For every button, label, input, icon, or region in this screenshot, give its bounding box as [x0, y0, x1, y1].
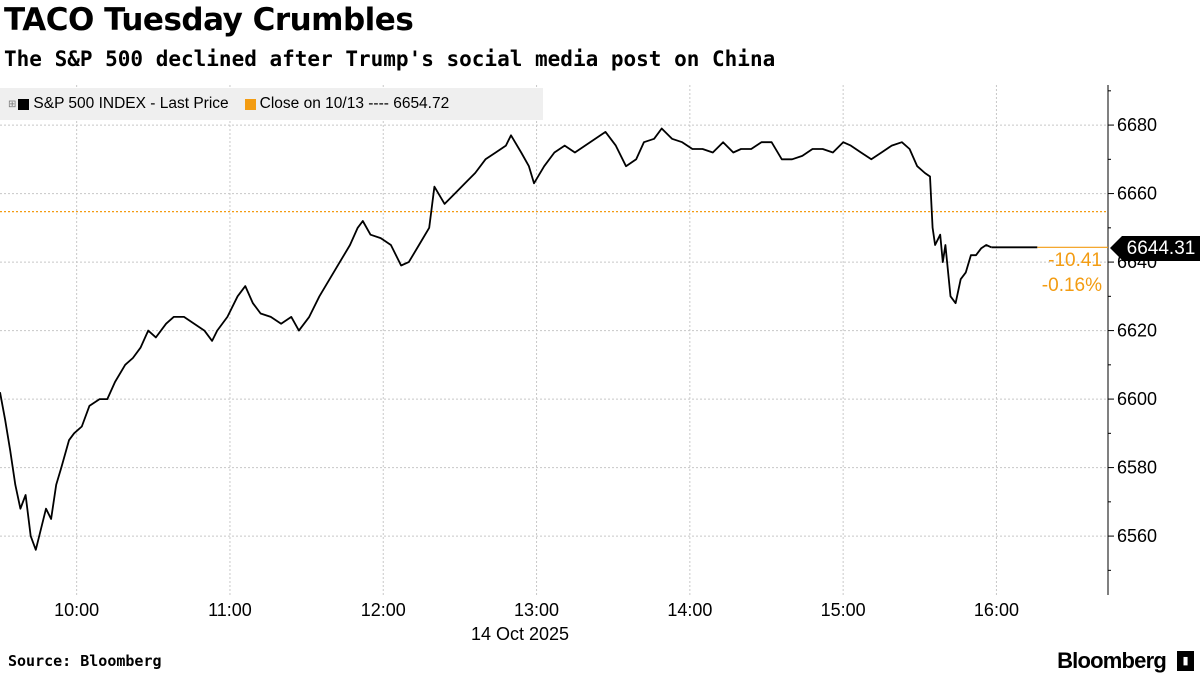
- bloomberg-terminal-icon: ▮: [1177, 651, 1194, 671]
- change-pct-label: -0.16%: [1041, 275, 1102, 296]
- chart-subtitle: The S&P 500 declined after Trump's socia…: [4, 47, 776, 71]
- legend-series-label: S&P 500 INDEX - Last Price: [33, 95, 229, 112]
- legend-reference-label: Close on 10/13 ---- 6654.72: [259, 95, 450, 112]
- y-tick-label: 6580: [1117, 458, 1157, 478]
- x-tick-label: 12:00: [361, 600, 406, 620]
- source-note: Source: Bloomberg: [8, 652, 162, 670]
- change-abs-label: -10.41: [1048, 250, 1102, 271]
- legend-swatch-reference: [244, 98, 256, 110]
- y-tick-label: 6680: [1117, 115, 1157, 135]
- y-tick-label: 6620: [1117, 321, 1157, 341]
- price-line: [0, 127, 992, 551]
- x-tick-label: 14:00: [667, 600, 712, 620]
- y-tick-label: 6600: [1117, 389, 1157, 409]
- x-tick-label: 13:00: [514, 600, 559, 620]
- bloomberg-logo: Bloomberg: [1057, 648, 1167, 673]
- x-tick-label: 11:00: [208, 600, 252, 620]
- last-price-pointer: [1110, 236, 1122, 260]
- y-tick-label: 6660: [1117, 184, 1157, 204]
- legend: ⊞ S&P 500 INDEX - Last Price Close on 10…: [0, 88, 543, 120]
- x-axis-date-label: 14 Oct 2025: [470, 624, 570, 644]
- last-price-label: 6644.31: [1122, 236, 1200, 261]
- y-tick-label: 6560: [1117, 526, 1157, 546]
- x-tick-label: 16:00: [974, 600, 1019, 620]
- x-tick-label: 10:00: [54, 600, 99, 620]
- legend-collapse-icon[interactable]: ⊞: [8, 98, 17, 110]
- x-tick-label: 15:00: [821, 600, 866, 620]
- chart-title: TACO Tuesday Crumbles: [4, 2, 414, 38]
- legend-swatch-series: [18, 98, 30, 110]
